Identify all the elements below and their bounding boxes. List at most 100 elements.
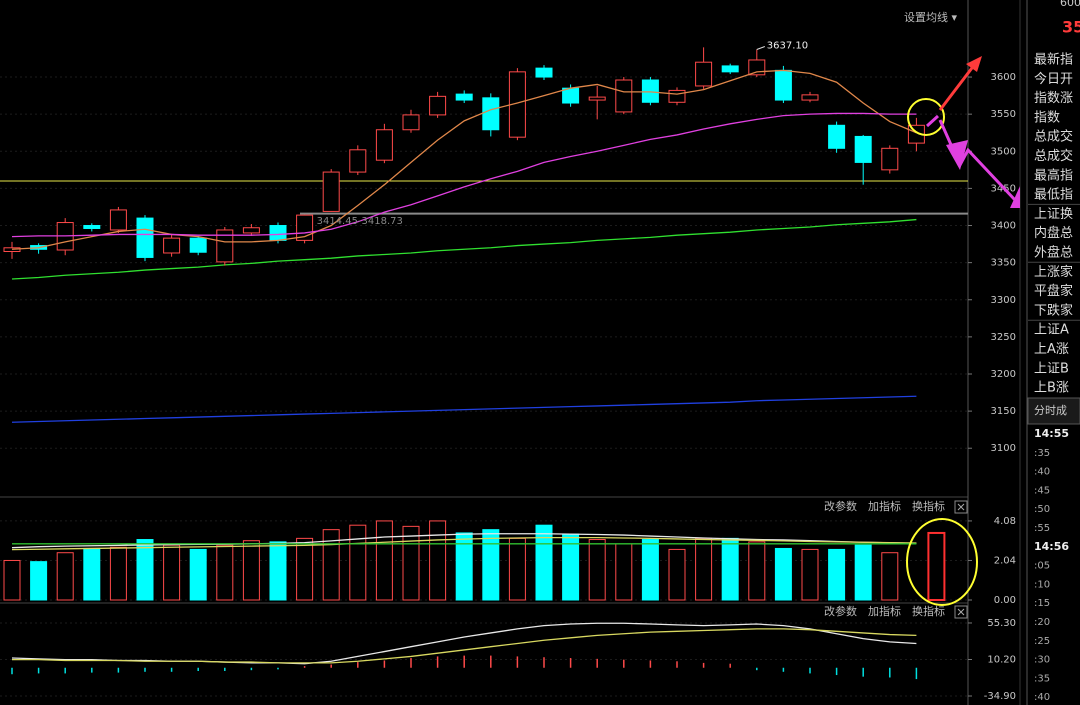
time-label: :25: [1034, 636, 1050, 647]
close-icon: [957, 503, 965, 511]
volume-bar: [349, 524, 367, 601]
side-label: 总成交: [1034, 148, 1073, 164]
volume-bar: [189, 548, 207, 601]
candle-body: [402, 114, 420, 131]
volume-bar: [748, 541, 766, 601]
volume-bar: [322, 529, 340, 601]
indicator-button[interactable]: 改参数: [824, 604, 857, 618]
volume-bar: [242, 540, 260, 601]
candle-body: [828, 124, 846, 149]
time-label: 14:56: [1034, 540, 1069, 553]
side-label: 内盘总: [1034, 225, 1073, 241]
moving-average: [11, 69, 917, 250]
indicator-button[interactable]: 加指标: [868, 499, 901, 513]
close-icon: [957, 608, 965, 616]
time-label: :40: [1034, 692, 1050, 703]
candle-body: [349, 149, 367, 173]
y-tick-label: 2.04: [994, 555, 1016, 566]
volume-bar: [721, 537, 739, 601]
volume-bar: [269, 541, 287, 601]
side-label: 外盘总: [1034, 245, 1073, 261]
indicator-button[interactable]: 换指标: [912, 499, 945, 513]
time-label: :05: [1034, 561, 1050, 572]
candle-body: [189, 237, 207, 253]
annotation-pointer: [756, 46, 765, 50]
side-label: 最高指: [1034, 167, 1073, 183]
candle-body: [216, 229, 234, 263]
volume-bar: [56, 552, 74, 601]
volume-average: [11, 533, 917, 549]
y-tick-label: 10.20: [987, 654, 1016, 665]
candle-body: [641, 79, 659, 103]
indicator-button[interactable]: 改参数: [824, 499, 857, 513]
volume-average: [11, 536, 917, 551]
y-tick-label: 55.30: [987, 618, 1016, 629]
candle-body: [455, 93, 473, 101]
volume-bar: [109, 546, 127, 601]
moving-average: [11, 112, 917, 238]
y-tick-label: 3150: [991, 406, 1016, 417]
side-label: 指数涨: [1034, 91, 1073, 106]
volume-bar: [163, 544, 181, 601]
volume-bar: [30, 561, 48, 601]
arrow-head: [966, 56, 982, 72]
side-label: 上证B: [1034, 361, 1069, 376]
volume-bar: [615, 543, 633, 601]
time-label: :30: [1034, 655, 1050, 666]
volume-bar: [3, 559, 21, 601]
y-tick-label: 4.08: [994, 516, 1016, 527]
arrow: [938, 63, 977, 111]
y-tick-label: 3600: [991, 72, 1016, 83]
side-label: 上A涨: [1034, 342, 1069, 357]
time-label: :40: [1034, 467, 1050, 478]
ma-button[interactable]: 设置均线 ▾: [904, 10, 957, 24]
volume-bar: [402, 525, 420, 601]
time-label: :35: [1034, 448, 1050, 459]
volume-bar: [641, 539, 659, 601]
candle-body: [668, 89, 686, 103]
volume-bar: [854, 544, 872, 601]
side-label: 上证A: [1034, 323, 1069, 338]
volume-bar: [588, 539, 606, 601]
macd-line: [12, 628, 917, 664]
side-label: 下跌家: [1034, 302, 1073, 318]
candle-body: [3, 247, 21, 253]
candle-body: [163, 237, 181, 254]
highlight-circle: [906, 518, 978, 606]
volume-bar: [881, 552, 899, 601]
y-tick-label: 0.00: [994, 595, 1016, 606]
time-label: :10: [1034, 579, 1050, 590]
side-label: 最低指: [1034, 188, 1073, 203]
time-label: :50: [1034, 504, 1050, 515]
y-tick-label: 3300: [991, 295, 1016, 306]
candle-body: [136, 217, 154, 258]
volume-bar: [216, 544, 234, 601]
volume-bar: [927, 531, 946, 601]
volume-bar: [828, 548, 846, 601]
candle-body: [296, 214, 314, 241]
indicator-button[interactable]: 加指标: [868, 604, 901, 618]
candle-body: [588, 96, 606, 101]
volume-bar: [375, 520, 393, 601]
close-button[interactable]: [954, 605, 968, 619]
side-label: 上B涨: [1034, 381, 1069, 396]
volume-bar: [83, 547, 101, 601]
side-label: 上涨家: [1034, 264, 1073, 280]
volume-bar: [508, 537, 526, 601]
y-tick-label: 3500: [991, 146, 1016, 157]
close-button[interactable]: [954, 500, 968, 514]
volume-bar: [774, 547, 792, 601]
volume-bar: [695, 537, 713, 601]
volume-bar: [429, 520, 447, 601]
arrow: [925, 114, 940, 128]
candle-body: [881, 147, 899, 171]
side-label: 上证换: [1034, 207, 1073, 222]
candle-body: [429, 95, 447, 116]
candle-body: [375, 129, 393, 161]
time-label: 14:55: [1034, 427, 1069, 440]
arrow-head: [946, 140, 968, 170]
volume-bar: [296, 537, 314, 601]
indicator-button[interactable]: 换指标: [912, 604, 945, 618]
time-label: :45: [1034, 485, 1050, 496]
side-label: 最新指: [1034, 52, 1073, 68]
